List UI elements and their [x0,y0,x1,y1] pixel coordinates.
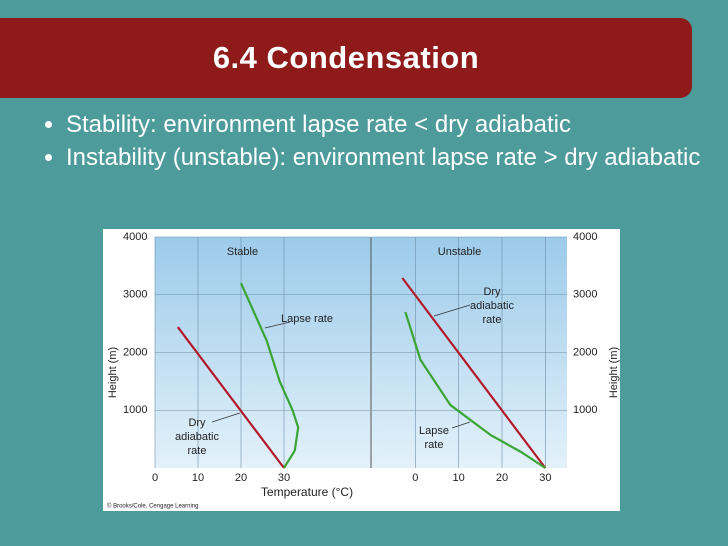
y-tick-label: 2000 [123,346,147,358]
panel-title: Stable [227,246,258,258]
x-tick-label: 10 [453,472,465,484]
annotation: Dry adiabatic rate [469,286,515,326]
data-line [401,277,547,469]
y-axis-label: Height (m) [608,347,620,398]
x-axis-label: Temperature (°C) [261,485,353,499]
y-tick-label: 4000 [573,231,597,243]
x-tick-label: 30 [278,472,290,484]
x-tick-label: 30 [539,472,551,484]
x-tick-label: 10 [192,472,204,484]
title-bar [0,18,692,98]
x-tick-label: 20 [235,472,247,484]
x-tick-label: 0 [152,472,158,484]
slide-title: 6.4 Condensation [212,40,480,75]
leader-lines [211,304,471,429]
x-tick-label: 0 [412,472,418,484]
data-line [239,282,300,469]
y-tick-label: 1000 [123,404,147,416]
annotation: Lapse rate [281,313,333,325]
data-line [176,326,285,469]
bullet: Stability: environment lapse rate < dry … [66,110,728,139]
annotation: Dry adiabatic rate [174,417,220,457]
bullet-list: Stability: environment lapse rate < dry … [28,110,728,176]
y-tick-label: 3000 [573,289,597,301]
bullet: Instability (unstable): environment laps… [66,143,728,172]
y-tick-label: 4000 [123,231,147,243]
x-tick-label: 20 [496,472,508,484]
credit: © Brooks/Cole, Cengage Learning [107,503,198,510]
y-axis-label: Height (m) [107,347,119,398]
annotation: Lapse rate [419,425,449,451]
panel-title: Unstable [438,246,481,258]
data-line [404,311,546,469]
y-tick-label: 1000 [573,404,597,416]
y-tick-label: 2000 [573,346,597,358]
y-tick-label: 3000 [123,289,147,301]
